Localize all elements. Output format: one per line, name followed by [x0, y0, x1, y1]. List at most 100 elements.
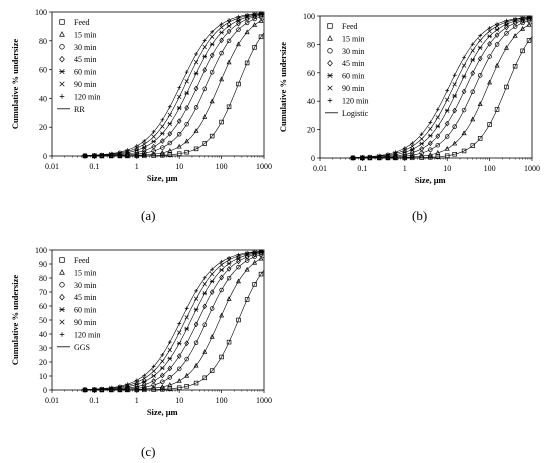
data-point — [167, 375, 173, 380]
data-point — [235, 41, 241, 47]
legend-label: 90 min — [74, 80, 96, 89]
data-point — [177, 85, 182, 90]
data-point — [184, 306, 189, 311]
legend-fit-label: GGS — [74, 343, 90, 352]
data-point — [512, 63, 518, 69]
data-point — [159, 149, 165, 155]
caption-b: (b) — [412, 208, 428, 223]
x-tick-label: 0.01 — [45, 162, 59, 171]
data-point — [470, 116, 476, 122]
data-point — [176, 366, 182, 372]
y-tick-label: 60 — [39, 302, 47, 311]
data-point — [504, 31, 509, 36]
data-point — [494, 42, 500, 47]
data-point — [92, 153, 97, 158]
data-point — [176, 385, 182, 391]
data-point — [461, 148, 467, 154]
legend-label: 120 min — [74, 92, 100, 101]
legend-marker — [59, 69, 65, 75]
data-point — [184, 121, 189, 127]
data-point — [386, 152, 390, 157]
data-point — [226, 266, 232, 272]
data-point — [134, 144, 139, 148]
data-point — [252, 45, 257, 50]
data-point — [209, 289, 215, 295]
y-tick-label: 80 — [39, 37, 47, 46]
data-point — [252, 254, 257, 260]
y-tick-label: 10 — [39, 372, 47, 381]
data-point — [444, 145, 450, 151]
data-point — [141, 381, 147, 388]
legend-marker — [327, 23, 333, 29]
data-point — [125, 385, 130, 391]
legend-marker — [59, 307, 65, 313]
data-point — [258, 17, 264, 23]
data-point — [219, 76, 225, 82]
data-point — [151, 373, 156, 379]
data-point — [219, 312, 225, 318]
data-point — [495, 22, 499, 26]
x-tick-label: 10 — [175, 162, 183, 171]
legend-marker — [59, 31, 65, 37]
x-tick-label: 100 — [484, 164, 496, 173]
data-point — [258, 34, 264, 40]
legend-marker — [59, 293, 65, 301]
legend-label: 60 min — [74, 306, 96, 315]
data-point — [445, 97, 450, 102]
x-tick-label: 0.1 — [89, 396, 99, 405]
data-point — [461, 88, 467, 95]
legend-marker — [59, 282, 65, 288]
x-tick-label: 10 — [443, 164, 451, 173]
data-point — [435, 115, 440, 120]
fit-curve — [81, 256, 265, 391]
data-point — [209, 334, 215, 339]
data-point — [462, 55, 466, 60]
data-point — [520, 20, 525, 26]
data-point — [409, 149, 415, 156]
data-point — [184, 326, 189, 332]
legend-label: 120 min — [74, 330, 100, 339]
data-point — [219, 262, 224, 268]
data-point — [244, 297, 250, 302]
data-point — [209, 133, 215, 139]
legend-label: 90 min — [342, 84, 364, 93]
data-point — [142, 142, 147, 147]
data-point — [219, 287, 224, 293]
data-point — [419, 132, 424, 137]
data-point — [226, 339, 232, 345]
data-point — [202, 303, 208, 310]
legend-marker — [59, 44, 65, 50]
data-point — [219, 119, 224, 125]
fit-curve — [349, 36, 533, 159]
legend-label: Feed — [74, 256, 90, 265]
data-point — [176, 131, 182, 137]
data-point — [159, 138, 165, 144]
data-point — [219, 25, 224, 30]
legend-marker — [327, 59, 333, 67]
fit-curve — [81, 251, 265, 390]
x-tick-label: 1 — [135, 396, 139, 405]
data-point — [193, 321, 199, 328]
data-point — [210, 267, 215, 272]
data-point — [435, 154, 441, 160]
data-point — [176, 353, 182, 359]
legend-marker — [327, 48, 333, 54]
data-point — [350, 155, 356, 161]
data-point — [210, 29, 215, 34]
data-point — [167, 365, 173, 372]
y-tick-label: 40 — [39, 94, 47, 103]
data-point — [452, 73, 457, 78]
data-point — [151, 129, 156, 134]
x-tick-label: 1 — [135, 162, 139, 171]
data-point — [402, 154, 408, 160]
data-point — [160, 365, 165, 371]
data-point — [526, 21, 532, 27]
data-point — [444, 120, 450, 127]
legend-label: 15 min — [74, 30, 96, 39]
data-point — [219, 50, 224, 56]
data-point — [202, 275, 207, 280]
fit-curve — [81, 32, 265, 157]
y-tick-label: 100 — [35, 8, 47, 17]
data-point — [494, 24, 500, 29]
data-point — [219, 274, 224, 281]
